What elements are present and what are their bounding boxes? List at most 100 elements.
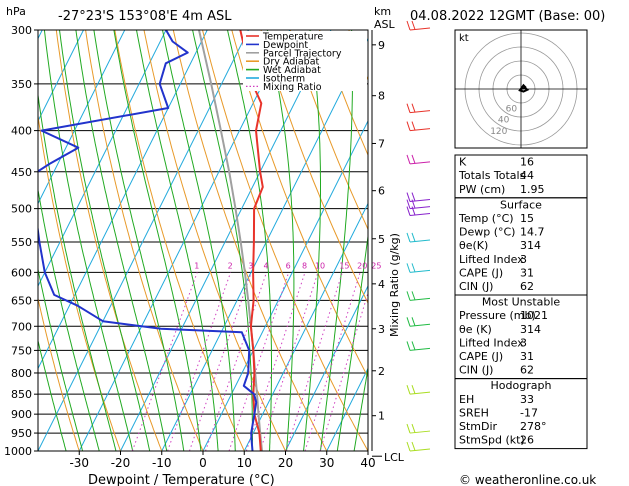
hodograph-trace [518, 83, 530, 93]
dry-adiabat-line [114, 30, 245, 451]
dewpoint-line [38, 30, 258, 451]
table-box [454, 378, 588, 450]
isotherm-line [38, 30, 84, 123]
pressure-tick-label: 300 [11, 24, 32, 37]
wind-barb-flag [406, 121, 411, 131]
temperature-tick-label: 0 [199, 456, 207, 470]
hpa-label: hPa [6, 5, 26, 18]
mixing-ratio-line [188, 272, 252, 451]
wind-barb-shaft [409, 213, 431, 217]
dry-adiabat-line [260, 30, 368, 305]
wet-adiabat-line [38, 186, 100, 451]
wind-barb-flag [406, 206, 411, 216]
legend-label: Parcel Trajectory [263, 48, 342, 59]
wind-barb-shaft [409, 347, 431, 351]
mixing-ratio-labels: 1 2 3 4 6 8 10 15 20 25 [194, 261, 381, 270]
wind-barb-flag [406, 341, 411, 351]
index-label: CAPE (J) [459, 350, 503, 363]
dry-adiabat-line [55, 30, 163, 451]
index-value: 62 [520, 364, 534, 377]
mixing-ratio-line [131, 272, 198, 451]
wind-barb-flag [411, 20, 416, 30]
wind-barb-flag [411, 341, 416, 351]
km-tick-label: 5 [378, 233, 385, 246]
index-value: 314 [520, 239, 541, 252]
index-label: StmDir [459, 420, 498, 433]
wet-adiabat-line [38, 267, 84, 451]
index-label: EH [459, 393, 474, 406]
dry-adiabat-line [143, 30, 287, 451]
temperature-tick-label: -20 [111, 456, 131, 470]
mixing-ratio-value: 1 [194, 261, 199, 270]
parcel-trajectory-line [198, 30, 263, 451]
wind-barb-flag [406, 154, 411, 165]
hodograph-ring-label: 60 [506, 104, 518, 114]
pressure-tick-label: 500 [11, 203, 32, 216]
mixing-ratio-value: 4 [263, 261, 268, 270]
pressure-tick-label: 1000 [4, 445, 32, 458]
wind-barb-flag [406, 103, 411, 113]
dry-adiabat-line [231, 30, 368, 378]
dry-adiabat-line [605, 18, 629, 468]
index-value: 3 [520, 336, 527, 349]
dry-adiabat-line [85, 30, 204, 451]
wet-adiabat-line [93, 30, 185, 451]
wet-adiabat-line [302, 30, 321, 451]
dry-adiabat-line [201, 30, 368, 451]
index-label: Lifted Index [459, 336, 524, 349]
x-axis-label: Dewpoint / Temperature (°C) [88, 473, 275, 486]
wind-barb-flag [406, 291, 411, 301]
index-label: Pressure (mb) [459, 309, 536, 322]
wind-barb-flag [411, 441, 416, 451]
wind-barb-shaft [409, 269, 431, 273]
pressure-tick-label: 850 [11, 388, 32, 401]
index-value: 16 [520, 156, 534, 169]
legend-label: Dewpoint [263, 40, 308, 51]
temperature-tick-label: 30 [319, 456, 334, 470]
wind-barb-flag [411, 423, 416, 433]
index-value: 1.95 [520, 183, 545, 196]
wind-barb-flag [411, 317, 416, 326]
diagram-background [0, 18, 629, 468]
km-tick-label: 2 [378, 365, 385, 378]
wind-barb-shaft [409, 448, 431, 452]
mixing-ratio-value: 2 [228, 261, 233, 270]
index-label: SREH [459, 406, 489, 419]
km-axis: 1 2 3 4 5 6 7 8 9 [372, 39, 385, 457]
isotherm-line [0, 30, 1, 451]
dry-adiabat-line [38, 112, 122, 451]
km-tick-label: 4 [378, 278, 385, 291]
temperature-tick-label: 40 [360, 456, 375, 470]
table-title: Surface [500, 198, 542, 211]
pressure-tick-label: 650 [11, 294, 32, 307]
index-value: -17 [520, 406, 538, 419]
wind-barb-flag [406, 20, 411, 31]
index-value: 26 [520, 434, 534, 447]
index-value: 14.7 [520, 226, 545, 239]
wet-adiabat-line [319, 30, 353, 451]
isotherm-line [38, 30, 126, 205]
dry-adiabat-line [38, 296, 80, 451]
wind-barbs [406, 20, 431, 452]
legend-label: Wet Adiabat [263, 65, 321, 76]
pressure-tick-label: 400 [11, 125, 32, 138]
wind-barb-flag [406, 263, 411, 273]
km-tick-label: 3 [378, 323, 385, 336]
wind-barb-flag [406, 385, 411, 395]
mixing-ratio-axis-label: Mixing Ratio (g/kg) [388, 233, 401, 337]
mixing-ratio-value: 6 [286, 261, 291, 270]
index-value: 62 [520, 280, 534, 293]
wet-adiabat-line [113, 30, 202, 451]
axes: 3003504004505005506006507007508008509009… [4, 24, 376, 470]
profile-lines [38, 30, 264, 451]
wet-adiabat-line [58, 30, 151, 451]
wind-barb-flag [406, 423, 411, 434]
hodograph-kt-label: kt [459, 33, 469, 44]
wind-barb-shaft [409, 128, 431, 132]
pressure-tick-label: 600 [11, 266, 32, 279]
dry-adiabat-line [172, 30, 328, 451]
legend-label: Isotherm [263, 74, 305, 85]
mixing-ratio-value: 20 [357, 261, 367, 270]
mixing-ratio-line [319, 291, 368, 451]
